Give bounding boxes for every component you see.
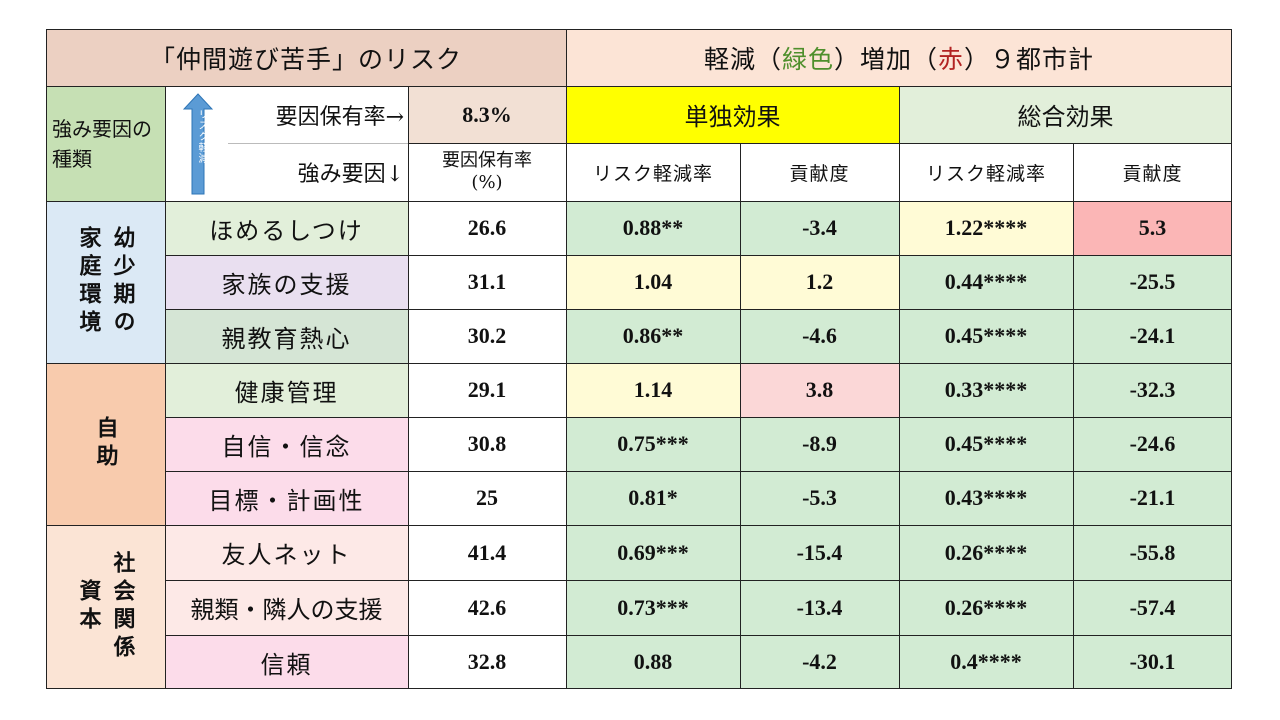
single-effect-header: 単独効果: [566, 86, 899, 143]
grid-line: [408, 143, 1232, 144]
grid-line: [46, 29, 1232, 30]
total-effect-header: 総合効果: [899, 86, 1232, 143]
group-label-self-help: 自助: [46, 363, 165, 525]
table-row-contrib-total: -21.1: [1073, 471, 1232, 525]
table-row-factor: 信頼: [165, 635, 408, 689]
legend-red-text: 赤: [938, 44, 965, 74]
table-row-factor: 親教育熱心: [165, 309, 408, 363]
risk-table: 「仲間遊び苦手」のリスク 軽減（ 緑色 ）増加（赤）９都市計 強み要因の種類 リスク…: [46, 29, 1232, 689]
table-row-rate: 26.6: [467, 215, 507, 240]
table-row-factor: 健康管理: [165, 363, 408, 417]
col-header-contrib-single: 貢献度: [789, 162, 850, 185]
table-row-contrib-single: -15.4: [740, 525, 899, 580]
table-row-risk-total: 0.43****: [899, 471, 1073, 525]
grid-line: [165, 471, 1232, 472]
table-row-contrib-total: -24.1: [1073, 309, 1232, 363]
col-header-risk-single: リスク軽減率: [592, 162, 713, 185]
holding-rate-value: 8.3%: [408, 86, 566, 143]
table-row-contrib-total: -25.5: [1073, 255, 1232, 309]
grid-line: [46, 525, 1232, 526]
table-row-rate: 41.4: [467, 539, 507, 565]
table-row-risk-single: 1.04: [566, 255, 740, 309]
table-row-factor: 自信・信念: [165, 417, 408, 471]
table-title: 「仲間遊び苦手」のリスク: [46, 29, 566, 86]
grid-line: [165, 635, 1232, 636]
table-row-factor: 家族の支援: [165, 255, 408, 309]
table-row-contrib-single: 3.8: [740, 363, 899, 417]
table-row-factor: 親類・隣人の支援: [165, 580, 408, 635]
table-row-rate: 30.2: [467, 323, 507, 348]
table-row-risk-total: 0.45****: [899, 309, 1073, 363]
table-row-risk-total: 0.44****: [899, 255, 1073, 309]
table-row-risk-total: 0.33****: [899, 363, 1073, 417]
table-row-contrib-total: -57.4: [1073, 580, 1232, 635]
table-row-risk-single: 0.69***: [566, 525, 740, 580]
table-row-factor: 目標・計画性: [165, 471, 408, 525]
strength-factor-label: 強み要因↓: [297, 162, 404, 187]
table-row-contrib-total: -55.8: [1073, 525, 1232, 580]
table-row-risk-single: 0.81*: [566, 471, 740, 525]
table-row-contrib-single: -8.9: [740, 417, 899, 471]
grid-line: [899, 86, 900, 689]
grid-line: [165, 86, 166, 689]
col-header-contrib-total: 貢献度: [1122, 162, 1183, 185]
table-row-risk-single: 0.88**: [566, 201, 740, 255]
table-row-rate: 32.8: [467, 649, 507, 674]
table-row-contrib-total: -32.3: [1073, 363, 1232, 417]
grid-line: [408, 86, 409, 689]
arrow-text: リスク軽減: [196, 109, 207, 164]
grid-line: [1231, 29, 1232, 689]
grid-line: [740, 143, 741, 689]
grid-line: [165, 255, 1232, 256]
grid-line: [46, 29, 47, 689]
table-row-risk-total: 0.26****: [899, 580, 1073, 635]
grid-line: [165, 417, 1232, 418]
table-row-contrib-single: -4.6: [740, 309, 899, 363]
grid-line: [46, 363, 1232, 364]
table-row-risk-single: 0.88: [566, 635, 740, 689]
grid-line: [46, 688, 1232, 689]
table-row-factor: ほめるしつけ: [165, 201, 408, 255]
grid-line: [566, 29, 567, 689]
table-row-factor: 友人ネット: [165, 525, 408, 580]
table-row-contrib-single: -3.4: [740, 201, 899, 255]
table-row-contrib-total: -24.6: [1073, 417, 1232, 471]
table-row-contrib-total: -30.1: [1073, 635, 1232, 689]
grid-line: [228, 143, 408, 144]
grid-line: [46, 86, 1232, 87]
table-row-contrib-single: -13.4: [740, 580, 899, 635]
risk-reduction-arrow-icon: [182, 93, 214, 195]
grid-line: [46, 201, 1232, 202]
table-row-rate: 42.6: [467, 594, 507, 620]
col-header-risk-total: リスク軽減率: [925, 162, 1046, 185]
holding-rate-label: 要因保有率→: [275, 104, 404, 130]
table-row-risk-total: 0.45****: [899, 417, 1073, 471]
grid-line: [1073, 143, 1074, 689]
table-row-risk-single: 1.14: [566, 363, 740, 417]
table-row-risk-total: 1.22****: [899, 201, 1073, 255]
group-label-social-capital: 社会関係資本: [46, 525, 165, 689]
grid-line: [165, 309, 1232, 310]
table-row-risk-single: 0.75***: [566, 417, 740, 471]
table-row-rate: 29.1: [467, 377, 507, 402]
group-label-family: 幼少期の家庭環境: [46, 201, 165, 363]
grid-line: [165, 580, 1232, 581]
factor-kind-header: 強み要因の種類: [46, 86, 165, 201]
table-row-risk-single: 0.73***: [566, 580, 740, 635]
col-header-rate: 要因保有率(%): [442, 150, 532, 193]
legend-green-text: 緑色: [781, 44, 834, 74]
table-row-risk-single: 0.86**: [566, 309, 740, 363]
table-row-rate: 25: [476, 485, 498, 510]
table-row-risk-total: 0.26****: [899, 525, 1073, 580]
table-row-contrib-total: 5.3: [1073, 201, 1232, 255]
table-row-contrib-single: -4.2: [740, 635, 899, 689]
table-row-contrib-single: -5.3: [740, 471, 899, 525]
table-row-risk-total: 0.4****: [899, 635, 1073, 689]
table-row-rate: 31.1: [467, 269, 507, 294]
table-row-contrib-single: 1.2: [740, 255, 899, 309]
table-row-rate: 30.8: [467, 431, 507, 456]
legend-header: 軽減（ 緑色 ）増加（赤）９都市計: [566, 29, 1232, 86]
